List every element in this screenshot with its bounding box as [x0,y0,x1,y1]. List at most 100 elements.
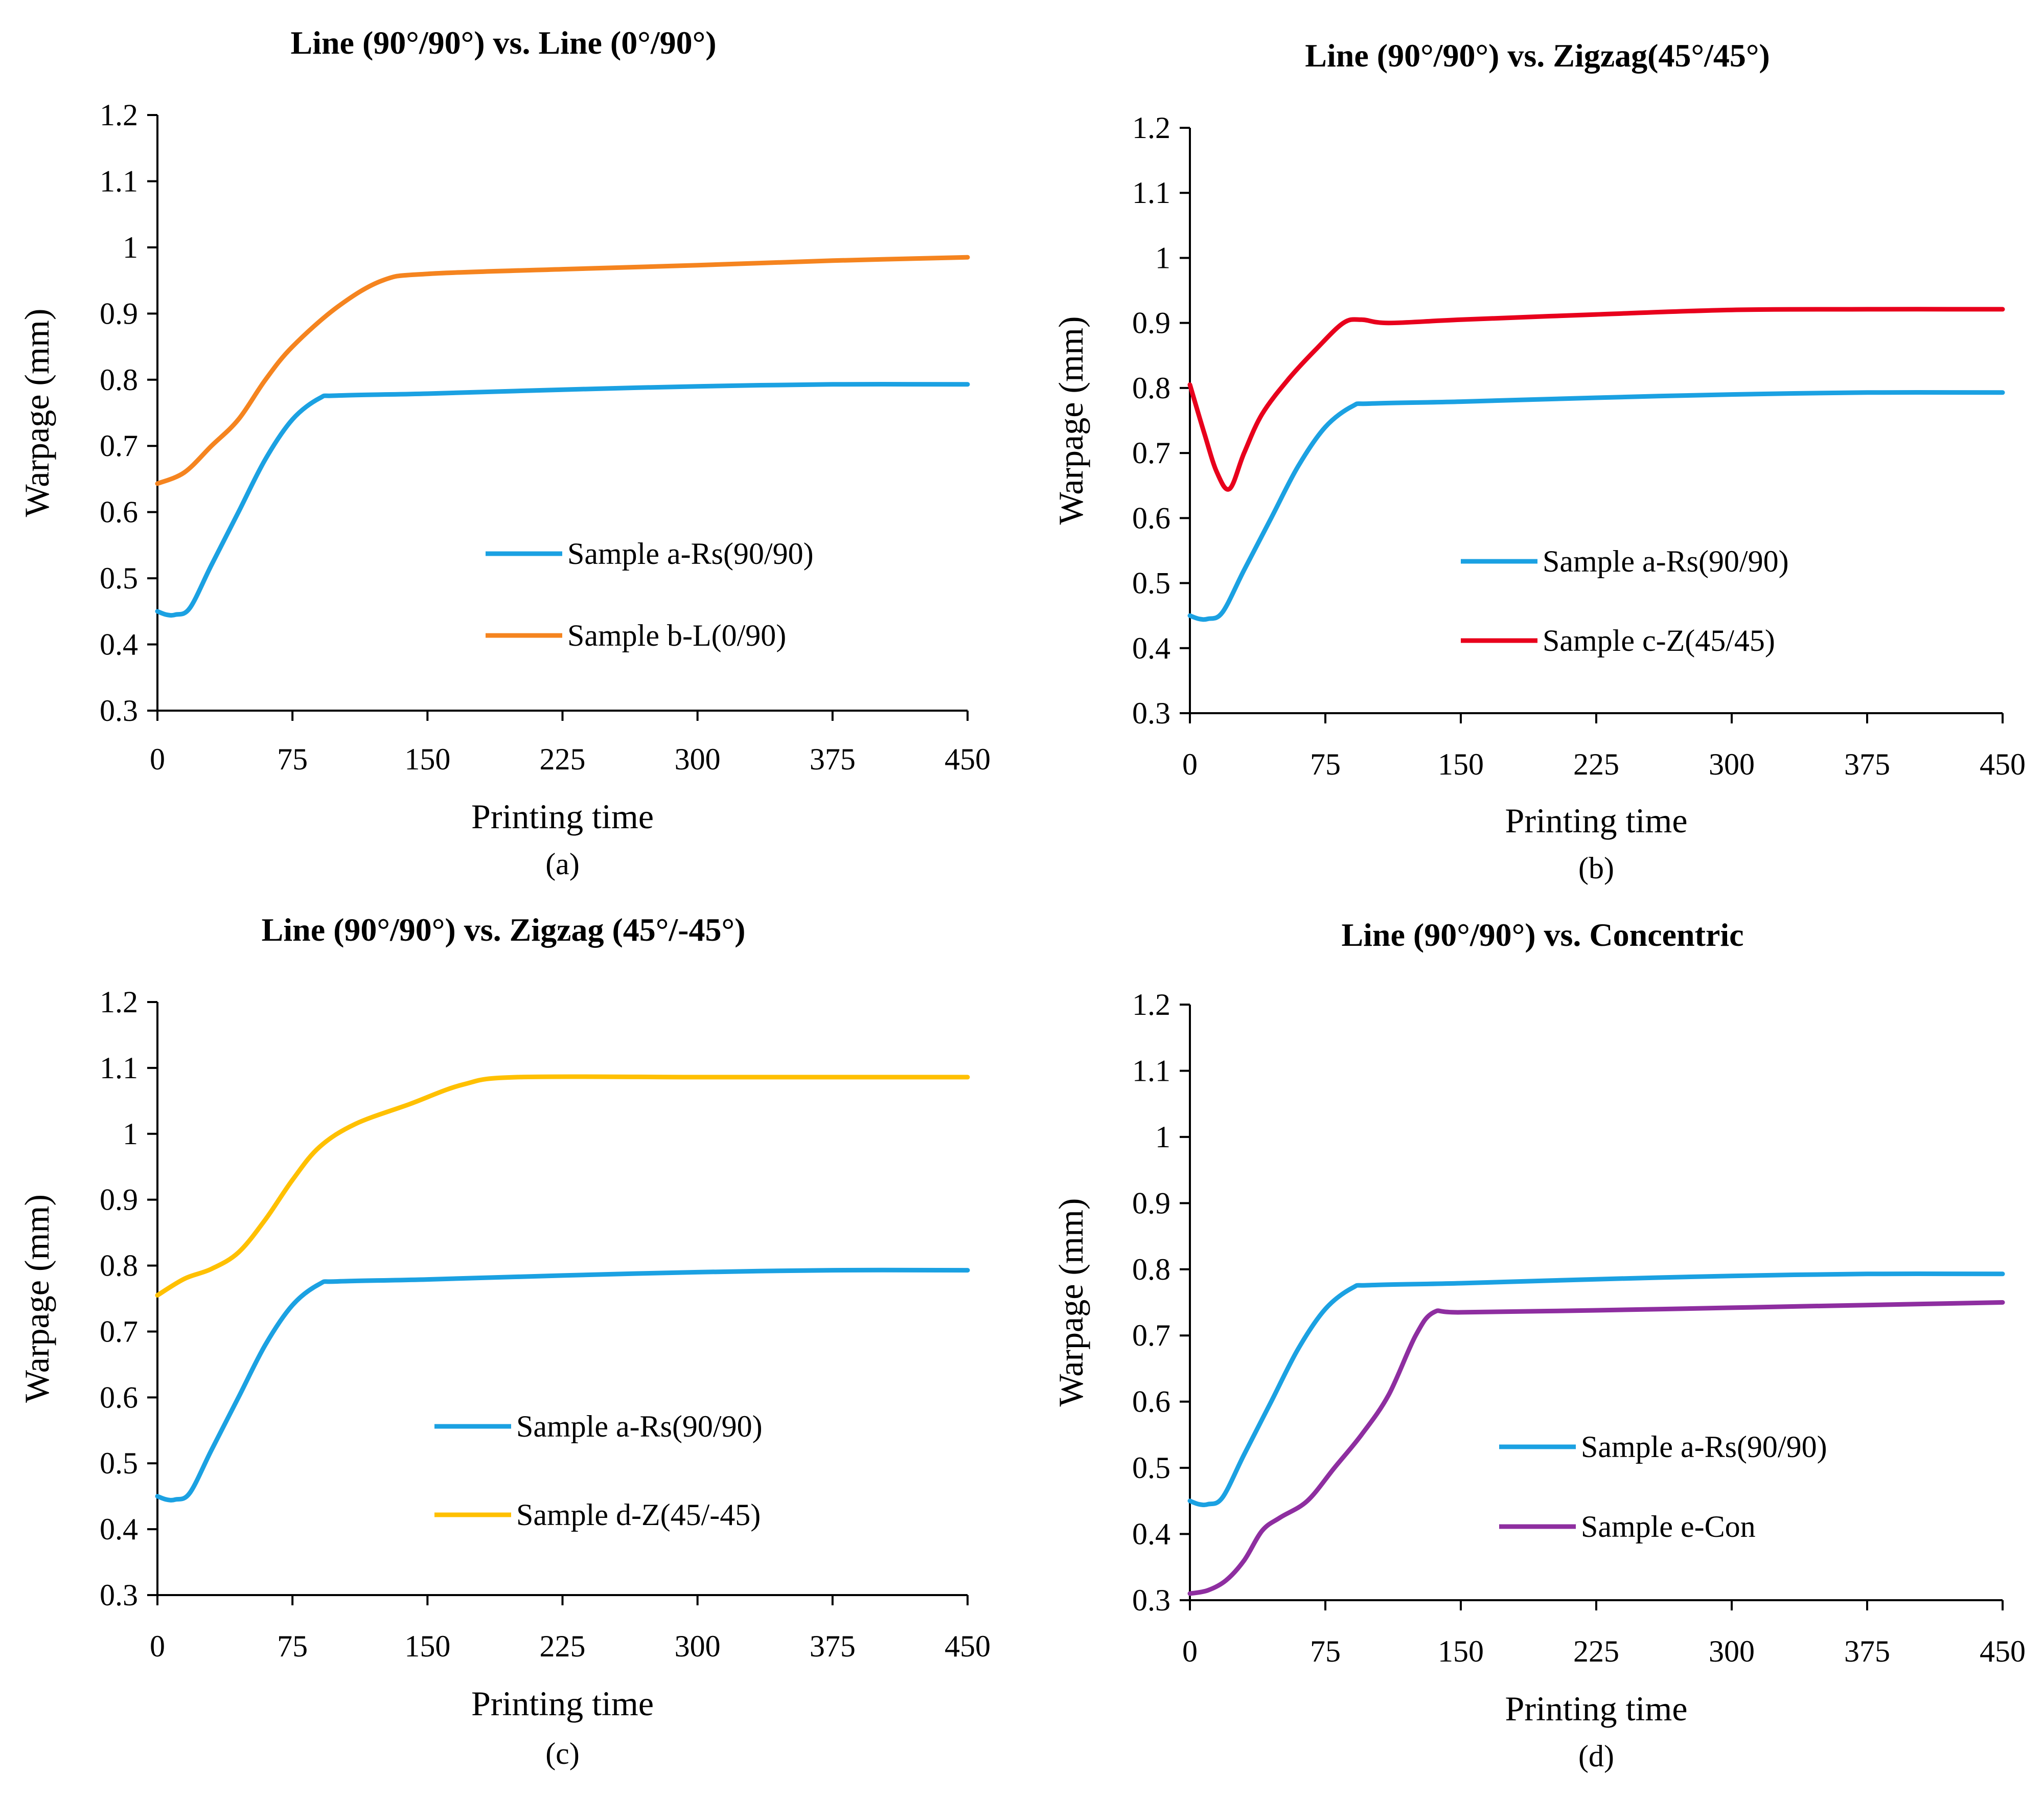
series-line-sample-a-rs-90-90 [1187,390,2005,622]
y-tick-label: 1.1 [1132,1054,1170,1087]
chart-title: Line (90°/90°) vs. Zigzag (45°/-45°) [262,912,746,948]
y-tick-label: 0.4 [1132,631,1170,665]
y-tick-label: 0.9 [1132,306,1170,340]
series-line-sample-e-con [1187,1300,2005,1596]
y-tick-label: 0.7 [100,1314,138,1348]
y-tick-label: 0.7 [1132,436,1170,470]
x-tick-label: 450 [1980,747,2026,781]
y-tick-label: 1.2 [1132,111,1170,145]
x-axis-label: Printing time [471,797,654,836]
y-tick-label: 0.3 [100,1578,138,1612]
y-tick-label: 0.3 [1132,696,1170,730]
x-tick-label: 450 [945,1629,991,1663]
y-tick-label: 0.9 [1132,1186,1170,1220]
y-tick-label: 0.4 [100,1512,138,1546]
x-tick-label: 150 [404,1629,450,1663]
y-tick-label: 1 [1155,241,1170,275]
y-tick-label: 0.6 [1132,501,1170,535]
y-tick-label: 0.9 [100,297,138,330]
y-tick-label: 1.1 [100,1051,138,1085]
y-tick-label: 0.8 [1132,371,1170,405]
series-line-sample-a-rs-90-90 [155,1267,970,1503]
x-tick-label: 75 [277,1629,308,1663]
legend-label: Sample a-Rs(90/90) [516,1409,763,1443]
legend-label: Sample d-Z(45/-45) [516,1498,761,1532]
x-tick-label: 300 [1709,1634,1755,1668]
x-tick-label: 450 [1980,1634,2026,1668]
series-line-sample-a-rs-90-90 [155,382,970,618]
y-tick-label: 0.5 [100,1446,138,1480]
y-tick-label: 0.8 [100,363,138,397]
y-tick-label: 1.1 [100,164,138,198]
x-tick-label: 300 [675,1629,721,1663]
y-axis-label: Warpage (mm) [1051,316,1090,525]
x-tick-label: 0 [150,742,165,776]
y-tick-label: 0.5 [100,561,138,595]
y-tick-label: 1.2 [1132,988,1170,1021]
series-line-sample-a-rs-90-90 [1187,1271,2005,1508]
x-tick-label: 375 [1844,747,1890,781]
x-tick-label: 225 [1573,1634,1619,1668]
x-tick-label: 75 [277,742,308,776]
series-line-sample-c-z-45-45 [1187,307,2005,492]
y-tick-label: 1 [123,1117,138,1151]
y-tick-label: 0.7 [100,429,138,463]
chart-title: Line (90°/90°) vs. Concentric [1341,917,1743,953]
y-axis-label: Warpage (mm) [17,309,56,517]
x-tick-label: 375 [1844,1634,1890,1668]
panel-label: (b) [1578,851,1614,885]
x-tick-label: 150 [1438,747,1484,781]
x-tick-label: 300 [675,742,721,776]
x-tick-label: 150 [404,742,450,776]
y-tick-label: 0.6 [100,495,138,529]
legend-label: Sample b-L(0/90) [567,619,786,652]
x-tick-label: 0 [1182,1634,1198,1668]
legend-label: Sample a-Rs(90/90) [1581,1430,1827,1464]
x-tick-label: 375 [810,742,856,776]
legend-label: Sample e-Con [1581,1510,1756,1543]
y-axis-label: Warpage (mm) [17,1194,56,1403]
x-tick-label: 375 [810,1629,856,1663]
y-tick-label: 0.4 [1132,1517,1170,1551]
y-tick-label: 0.7 [1132,1318,1170,1352]
series-line-sample-b-l-0-90 [155,255,970,486]
x-axis-label: Printing time [1505,801,1688,840]
panel-label: (a) [545,847,580,881]
legend-label: Sample a-Rs(90/90) [1543,544,1789,578]
x-tick-label: 450 [945,742,991,776]
legend-label: Sample a-Rs(90/90) [567,537,814,571]
x-tick-label: 300 [1709,747,1755,781]
chart-title: Line (90°/90°) vs. Zigzag(45°/45°) [1305,37,1770,74]
panel-label: (d) [1578,1739,1614,1773]
y-tick-label: 0.8 [1132,1253,1170,1286]
y-tick-label: 0.6 [1132,1385,1170,1419]
y-tick-label: 1.1 [1132,176,1170,210]
y-tick-label: 0.5 [1132,1451,1170,1485]
y-tick-label: 1 [1155,1120,1170,1154]
x-tick-label: 75 [1310,747,1341,781]
y-tick-label: 0.5 [1132,566,1170,600]
x-tick-label: 0 [1182,747,1198,781]
y-tick-label: 1.2 [100,98,138,132]
y-tick-label: 1 [123,231,138,264]
y-tick-label: 0.9 [100,1183,138,1217]
x-tick-label: 225 [540,742,586,776]
y-axis-label: Warpage (mm) [1051,1198,1090,1407]
x-tick-label: 75 [1310,1634,1341,1668]
x-tick-label: 0 [150,1629,165,1663]
x-tick-label: 225 [540,1629,586,1663]
y-tick-label: 0.4 [100,628,138,662]
y-tick-label: 0.3 [100,694,138,728]
x-tick-label: 225 [1573,747,1619,781]
x-axis-label: Printing time [471,1684,654,1723]
x-axis-label: Printing time [1505,1689,1688,1728]
chart-title: Line (90°/90°) vs. Line (0°/90°) [290,25,716,61]
y-tick-label: 1.2 [100,985,138,1019]
y-tick-label: 0.3 [1132,1583,1170,1617]
y-tick-label: 0.6 [100,1380,138,1414]
y-tick-label: 0.8 [100,1249,138,1283]
legend-label: Sample c-Z(45/45) [1543,624,1775,657]
x-tick-label: 150 [1438,1634,1484,1668]
series-line-sample-d-z-45-45 [155,1074,970,1298]
